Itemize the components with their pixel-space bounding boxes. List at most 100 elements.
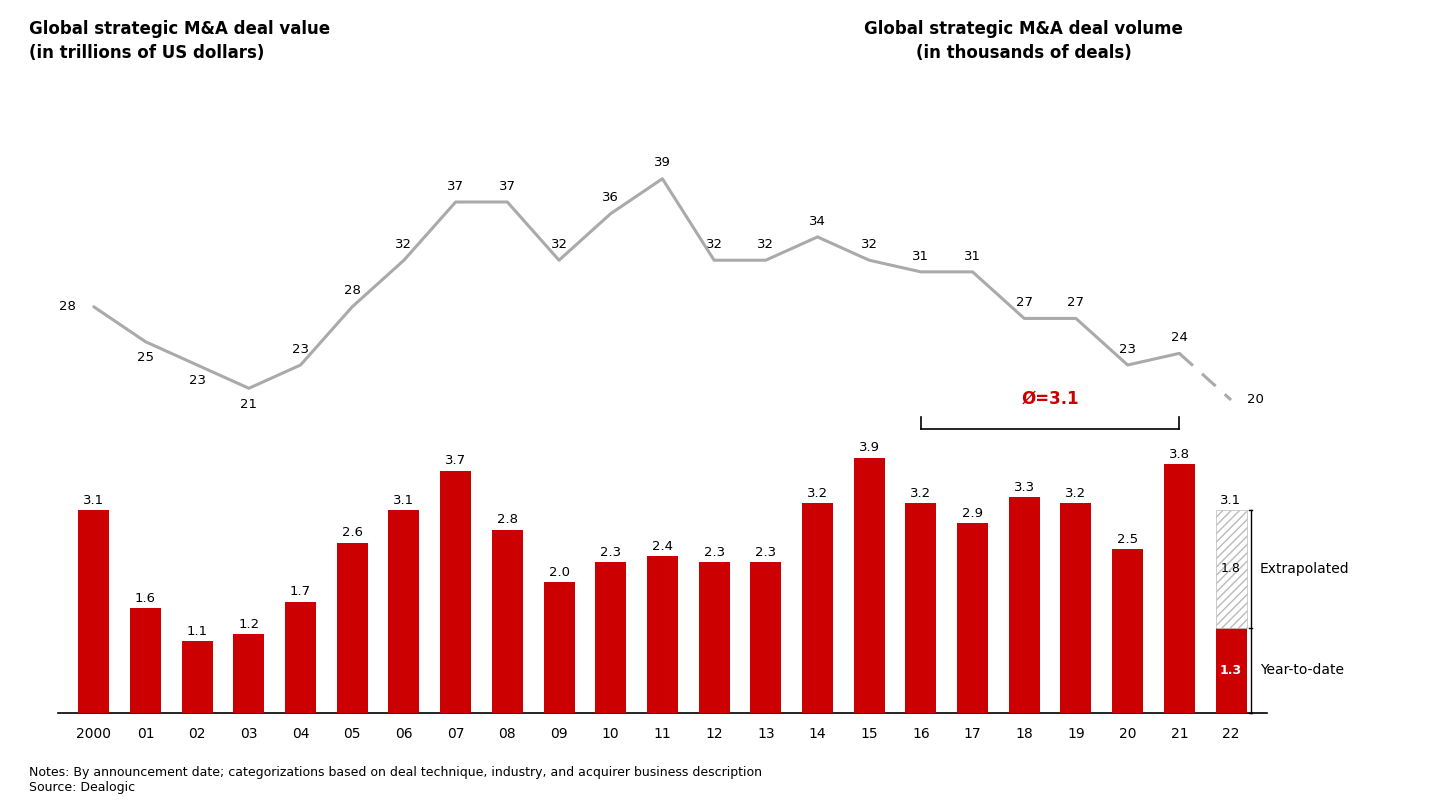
Text: 13: 13 — [757, 727, 775, 741]
Text: 27: 27 — [1015, 296, 1032, 309]
Text: 3.2: 3.2 — [806, 487, 828, 501]
Text: 02: 02 — [189, 727, 206, 741]
Text: 3.8: 3.8 — [1169, 448, 1189, 461]
Text: 25: 25 — [137, 351, 154, 364]
Bar — [389, 510, 419, 713]
Bar — [285, 602, 315, 713]
Text: 21: 21 — [240, 398, 258, 411]
Bar — [130, 608, 161, 713]
Bar — [492, 530, 523, 713]
Text: 1.6: 1.6 — [135, 592, 156, 605]
Text: 3.1: 3.1 — [84, 494, 104, 507]
Text: 20: 20 — [1247, 394, 1263, 407]
Text: 32: 32 — [757, 238, 775, 251]
Text: 2.0: 2.0 — [549, 565, 569, 578]
Text: 20: 20 — [1119, 727, 1136, 741]
Text: 19: 19 — [1067, 727, 1084, 741]
Text: 21: 21 — [1171, 727, 1188, 741]
Text: 3.7: 3.7 — [445, 454, 467, 467]
Text: 31: 31 — [963, 249, 981, 262]
Text: 16: 16 — [912, 727, 930, 741]
Text: 23: 23 — [1119, 343, 1136, 356]
Text: 2.3: 2.3 — [755, 546, 776, 559]
Text: 37: 37 — [498, 180, 516, 193]
Bar — [698, 562, 730, 713]
Text: 37: 37 — [448, 180, 464, 193]
Bar — [441, 471, 471, 713]
Text: 2.5: 2.5 — [1117, 533, 1138, 546]
Text: 18: 18 — [1015, 727, 1032, 741]
Bar — [1215, 628, 1247, 713]
Text: 1.1: 1.1 — [187, 625, 207, 637]
Text: 39: 39 — [654, 156, 671, 169]
Bar — [337, 543, 367, 713]
Text: 2.6: 2.6 — [341, 526, 363, 539]
Text: 04: 04 — [292, 727, 310, 741]
Bar — [1215, 510, 1247, 628]
Text: 05: 05 — [344, 727, 361, 741]
Bar — [78, 510, 109, 713]
Text: 3.1: 3.1 — [1221, 494, 1241, 507]
Text: 01: 01 — [137, 727, 154, 741]
Text: 3.3: 3.3 — [1014, 480, 1035, 493]
Bar — [1112, 549, 1143, 713]
Text: 34: 34 — [809, 215, 827, 228]
Bar — [647, 556, 678, 713]
Text: Notes: By announcement date; categorizations based on deal technique, industry, : Notes: By announcement date; categorizat… — [29, 765, 762, 794]
Text: Extrapolated: Extrapolated — [1260, 562, 1349, 576]
Text: 2000: 2000 — [76, 727, 111, 741]
Text: 14: 14 — [809, 727, 827, 741]
Text: Ø=3.1: Ø=3.1 — [1021, 390, 1079, 408]
Text: 2.4: 2.4 — [652, 539, 672, 552]
Text: 06: 06 — [395, 727, 413, 741]
Bar — [906, 504, 936, 713]
Text: 17: 17 — [963, 727, 982, 741]
Text: 32: 32 — [706, 238, 723, 251]
Text: 24: 24 — [1171, 331, 1188, 344]
Text: 3.9: 3.9 — [858, 441, 880, 454]
Bar — [802, 504, 832, 713]
Text: 3.2: 3.2 — [910, 487, 932, 501]
Text: 32: 32 — [550, 238, 567, 251]
Text: 23: 23 — [189, 374, 206, 387]
Text: 1.2: 1.2 — [238, 618, 259, 631]
Text: 32: 32 — [861, 238, 877, 251]
Text: 27: 27 — [1067, 296, 1084, 309]
Text: Global strategic M&A deal value
(in trillions of US dollars): Global strategic M&A deal value (in tril… — [29, 20, 330, 62]
Bar — [1164, 464, 1195, 713]
Text: 1.7: 1.7 — [289, 586, 311, 599]
Bar — [595, 562, 626, 713]
Text: 3.2: 3.2 — [1066, 487, 1087, 501]
Bar — [181, 641, 213, 713]
Bar — [1060, 504, 1092, 713]
Text: Global strategic M&A deal volume
(in thousands of deals): Global strategic M&A deal volume (in tho… — [864, 20, 1182, 62]
Text: 2.3: 2.3 — [704, 546, 724, 559]
Bar — [543, 582, 575, 713]
Text: 36: 36 — [602, 191, 619, 204]
Text: 31: 31 — [913, 249, 929, 262]
Bar — [854, 458, 884, 713]
Text: 32: 32 — [396, 238, 412, 251]
Bar — [750, 562, 782, 713]
Text: 12: 12 — [706, 727, 723, 741]
Bar — [233, 634, 265, 713]
Text: 1.3: 1.3 — [1220, 663, 1243, 677]
Text: 28: 28 — [344, 284, 360, 297]
Text: 07: 07 — [446, 727, 464, 741]
Text: 2.9: 2.9 — [962, 507, 984, 520]
Bar — [958, 523, 988, 713]
Text: 10: 10 — [602, 727, 619, 741]
Text: Year-to-date: Year-to-date — [1260, 663, 1344, 677]
Text: 09: 09 — [550, 727, 567, 741]
Text: 28: 28 — [59, 301, 76, 313]
Text: 3.1: 3.1 — [393, 494, 415, 507]
Text: 03: 03 — [240, 727, 258, 741]
Text: 2.3: 2.3 — [600, 546, 621, 559]
Text: 1.8: 1.8 — [1221, 562, 1241, 575]
Text: 23: 23 — [292, 343, 310, 356]
Text: 15: 15 — [860, 727, 878, 741]
Bar — [1009, 497, 1040, 713]
Text: 08: 08 — [498, 727, 516, 741]
Text: 2.8: 2.8 — [497, 514, 518, 526]
Text: 22: 22 — [1223, 727, 1240, 741]
